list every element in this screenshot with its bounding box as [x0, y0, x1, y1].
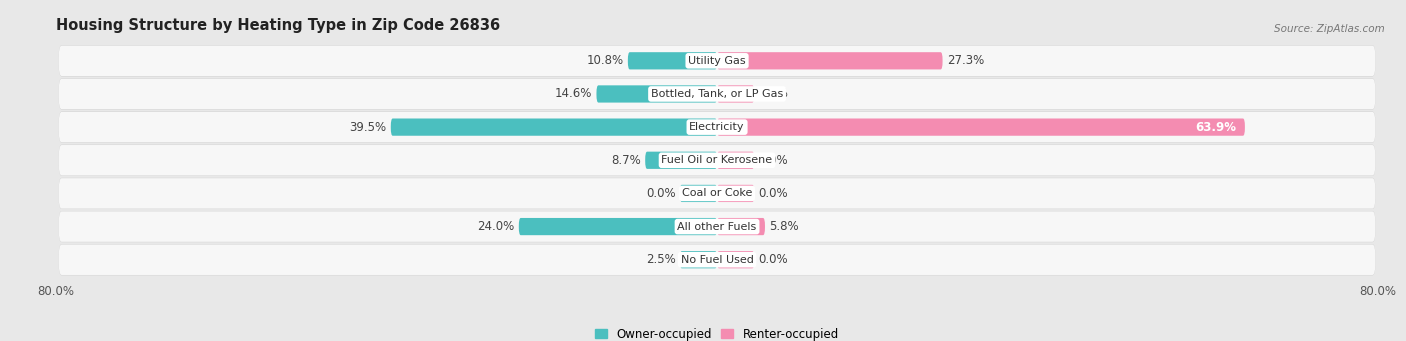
FancyBboxPatch shape — [59, 244, 1375, 275]
Text: 63.9%: 63.9% — [1195, 121, 1237, 134]
FancyBboxPatch shape — [59, 211, 1375, 242]
FancyBboxPatch shape — [59, 112, 1375, 143]
FancyBboxPatch shape — [59, 244, 1375, 275]
Text: All other Fuels: All other Fuels — [678, 222, 756, 232]
FancyBboxPatch shape — [59, 79, 1375, 109]
Text: 2.5%: 2.5% — [645, 253, 676, 266]
FancyBboxPatch shape — [717, 85, 754, 103]
FancyBboxPatch shape — [681, 251, 717, 268]
Text: No Fuel Used: No Fuel Used — [681, 255, 754, 265]
Text: 10.8%: 10.8% — [586, 54, 624, 67]
FancyBboxPatch shape — [59, 46, 1375, 76]
Legend: Owner-occupied, Renter-occupied: Owner-occupied, Renter-occupied — [595, 328, 839, 341]
FancyBboxPatch shape — [59, 145, 1375, 176]
FancyBboxPatch shape — [645, 152, 717, 169]
FancyBboxPatch shape — [717, 152, 754, 169]
FancyBboxPatch shape — [717, 52, 942, 70]
Text: 14.6%: 14.6% — [555, 87, 592, 101]
FancyBboxPatch shape — [59, 45, 1375, 76]
FancyBboxPatch shape — [717, 218, 765, 235]
FancyBboxPatch shape — [59, 178, 1375, 209]
FancyBboxPatch shape — [681, 185, 717, 202]
FancyBboxPatch shape — [717, 251, 754, 268]
FancyBboxPatch shape — [59, 211, 1375, 242]
Text: 27.3%: 27.3% — [946, 54, 984, 67]
Text: 39.5%: 39.5% — [350, 121, 387, 134]
Text: Housing Structure by Heating Type in Zip Code 26836: Housing Structure by Heating Type in Zip… — [56, 18, 501, 33]
Text: 24.0%: 24.0% — [478, 220, 515, 233]
FancyBboxPatch shape — [628, 52, 717, 70]
FancyBboxPatch shape — [717, 119, 1244, 136]
Text: Bottled, Tank, or LP Gas: Bottled, Tank, or LP Gas — [651, 89, 783, 99]
FancyBboxPatch shape — [519, 218, 717, 235]
Text: 2.9%: 2.9% — [758, 87, 789, 101]
FancyBboxPatch shape — [717, 185, 754, 202]
Text: 0.0%: 0.0% — [758, 253, 787, 266]
Text: Electricity: Electricity — [689, 122, 745, 132]
Text: Source: ZipAtlas.com: Source: ZipAtlas.com — [1274, 24, 1385, 34]
FancyBboxPatch shape — [391, 119, 717, 136]
FancyBboxPatch shape — [59, 112, 1375, 143]
FancyBboxPatch shape — [59, 78, 1375, 109]
Text: Coal or Coke: Coal or Coke — [682, 189, 752, 198]
Text: 8.7%: 8.7% — [612, 154, 641, 167]
FancyBboxPatch shape — [59, 145, 1375, 176]
Text: 0.0%: 0.0% — [647, 187, 676, 200]
FancyBboxPatch shape — [596, 85, 717, 103]
FancyBboxPatch shape — [59, 178, 1375, 209]
Text: 0.0%: 0.0% — [758, 154, 787, 167]
Text: Utility Gas: Utility Gas — [689, 56, 745, 66]
Text: 5.8%: 5.8% — [769, 220, 799, 233]
Text: 0.0%: 0.0% — [758, 187, 787, 200]
Text: Fuel Oil or Kerosene: Fuel Oil or Kerosene — [661, 155, 773, 165]
